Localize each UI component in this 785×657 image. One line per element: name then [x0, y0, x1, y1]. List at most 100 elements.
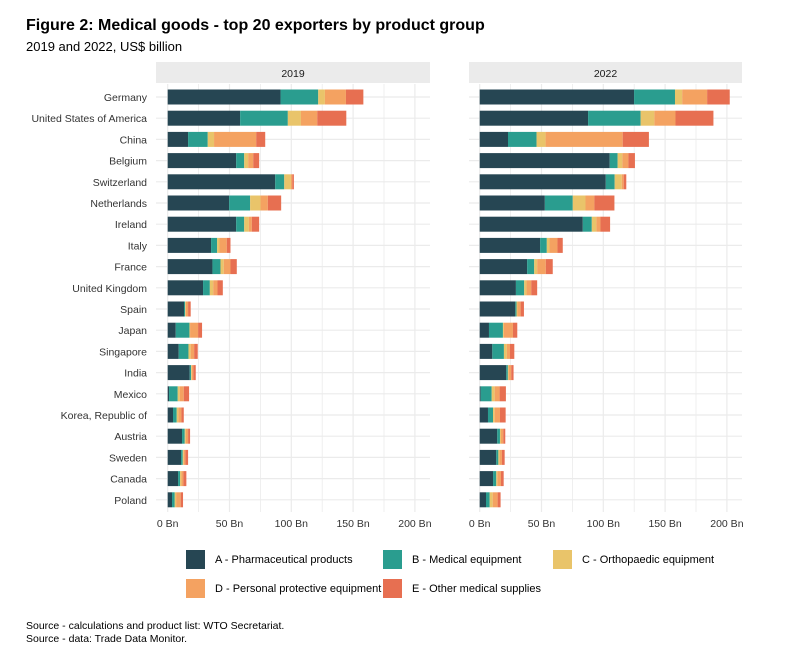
legend-swatch-a: [186, 550, 205, 569]
bar-segment: [572, 195, 586, 211]
legend-item-c: C - Orthopaedic equipment: [553, 550, 714, 569]
bar-segment: [507, 365, 509, 381]
bar-segment: [194, 343, 198, 359]
bar-segment: [217, 280, 223, 296]
bar-segment: [167, 386, 170, 402]
bar-segment: [167, 131, 189, 147]
bar-segment: [506, 365, 508, 381]
bar-segment: [497, 428, 500, 444]
bar-segment: [287, 110, 301, 126]
bar-segment: [173, 407, 177, 423]
bar-segment: [526, 280, 532, 296]
bar-segment: [534, 259, 538, 275]
bar-segment: [536, 131, 546, 147]
bar-segment: [167, 322, 176, 338]
bar-segment: [167, 110, 241, 126]
bar-segment: [489, 492, 493, 508]
category-label: United Kingdom: [72, 283, 147, 295]
bar-segment: [300, 110, 318, 126]
bar-segment: [479, 365, 507, 381]
bar-segment: [479, 322, 489, 338]
bar-segment: [167, 280, 204, 296]
category-label: Canada: [110, 474, 147, 486]
bar-segment: [508, 365, 512, 381]
bar-segment: [622, 131, 649, 147]
bar-segment: [240, 110, 288, 126]
bar-segment: [496, 471, 498, 487]
bar-segment: [487, 407, 494, 423]
category-label: Spain: [120, 304, 147, 316]
bar-segment: [527, 259, 535, 275]
bar-segment: [499, 386, 506, 402]
bar-segment: [188, 301, 191, 317]
bar-segment: [502, 322, 504, 338]
bar-segment: [531, 280, 538, 296]
legend-item-a: A - Pharmaceutical products: [186, 550, 353, 569]
bar-segment: [479, 110, 589, 126]
bar-segment: [654, 110, 676, 126]
bar-segment: [479, 280, 516, 296]
category-label: Italy: [128, 240, 148, 252]
bar-segment: [167, 237, 212, 253]
bar-segment: [623, 174, 627, 190]
bar-segment: [520, 301, 524, 317]
source-note: Source - calculations and product list: …: [26, 620, 284, 646]
bar-segment: [229, 195, 251, 211]
bar-segment: [479, 237, 541, 253]
bar-segment: [182, 449, 184, 465]
x-tick-label: 50 Bn: [528, 518, 556, 530]
category-label: India: [124, 368, 147, 380]
bar-segment: [167, 89, 281, 105]
chart-title: Figure 2: Medical goods - top 20 exporte…: [26, 17, 485, 34]
bar-segment: [479, 492, 487, 508]
bar-segment: [516, 301, 518, 317]
bar-segment: [622, 153, 629, 169]
bar-segment: [596, 216, 601, 232]
bar-segment: [183, 386, 190, 402]
bar-segment: [500, 471, 504, 487]
bar-segment: [594, 195, 615, 211]
bar-segment: [546, 237, 550, 253]
category-label: Ireland: [115, 219, 147, 231]
bar-segment: [181, 407, 184, 423]
bar-segment: [503, 322, 513, 338]
bar-segment: [609, 153, 618, 169]
panel-strip: [469, 62, 742, 83]
bar-segment: [223, 259, 231, 275]
bar-segment: [190, 322, 199, 338]
bar-segment: [251, 216, 260, 232]
x-tick-label: 200 Bn: [398, 518, 431, 530]
bar-segment: [167, 301, 185, 317]
bar-segment: [180, 471, 182, 487]
bar-segment: [169, 386, 178, 402]
legend-swatch-e: [383, 579, 402, 598]
bar-segment: [167, 449, 182, 465]
bar-segment: [496, 449, 499, 465]
bar-segment: [544, 195, 573, 211]
bar-segment: [499, 428, 501, 444]
bar-segment: [501, 449, 505, 465]
bar-segment: [503, 428, 506, 444]
bar-segment: [256, 131, 266, 147]
chart-area: Germany United States of America China Belg…: [31, 62, 744, 530]
bar-segment: [492, 343, 504, 359]
bar-segment: [185, 428, 189, 444]
bar-segment: [479, 428, 498, 444]
x-tick-label: 150 Bn: [648, 518, 681, 530]
panel-strip-label: 2019: [281, 68, 305, 80]
bar-segment: [498, 449, 500, 465]
bar-segment: [284, 174, 291, 190]
bar-segment: [493, 471, 497, 487]
bar-segment: [189, 365, 192, 381]
category-label: Korea, Republic of: [61, 410, 147, 422]
bar-segment: [515, 301, 517, 317]
x-tick-label: 150 Bn: [336, 518, 369, 530]
bar-segment: [185, 301, 189, 317]
bar-segment: [193, 365, 196, 381]
bar-segment: [180, 492, 184, 508]
bar-segment: [640, 110, 655, 126]
bar-segment: [182, 428, 185, 444]
bar-segment: [479, 343, 493, 359]
bar-segment: [244, 153, 249, 169]
bar-segment: [167, 195, 230, 211]
